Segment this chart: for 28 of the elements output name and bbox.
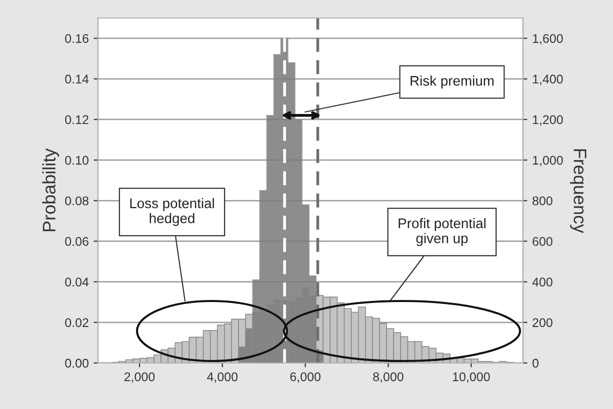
y2-axis-title: Frequency xyxy=(570,149,586,234)
y-tick-label: 0.16 xyxy=(65,34,88,43)
y-tick-label: 0.08 xyxy=(65,196,88,206)
y-tick-label: 0.04 xyxy=(65,278,89,286)
y2-tick-label: 400 xyxy=(532,278,552,286)
y2-tick-label: 200 xyxy=(532,318,552,328)
y-tick-label: 0.12 xyxy=(65,115,88,124)
annotation: Profit potential given up xyxy=(398,218,486,246)
x-tick-label: 10,000 xyxy=(453,372,490,383)
y-tick-label: 0.14 xyxy=(65,74,89,84)
y2-tick-label: 1,400 xyxy=(532,74,563,86)
y-axis-title: Probability xyxy=(42,148,60,232)
y2-tick-label: 600 xyxy=(532,237,552,246)
y2-tick-label: 1,200 xyxy=(532,115,563,126)
x-tick-label: 4,000 xyxy=(207,372,238,383)
y2-tick-label: 1,000 xyxy=(532,156,563,166)
x-tick-label: 2,000 xyxy=(124,372,155,383)
x-tick-label: 6,000 xyxy=(290,372,320,383)
y-tick-label: 0.02 xyxy=(65,318,88,328)
annotation: Risk premium xyxy=(410,76,494,88)
y2-tick-label: 800 xyxy=(532,196,552,206)
annotation: Loss potential hedged xyxy=(130,198,214,226)
y-tick-label: 0.10 xyxy=(65,156,88,165)
y2-tick-label: 1,600 xyxy=(532,34,563,44)
x-tick-label: 8,000 xyxy=(373,372,404,383)
y-tick-label: 0.06 xyxy=(65,237,88,246)
y-tick-label: 0.00 xyxy=(65,358,88,368)
y2-tick-label: 0 xyxy=(532,358,538,368)
